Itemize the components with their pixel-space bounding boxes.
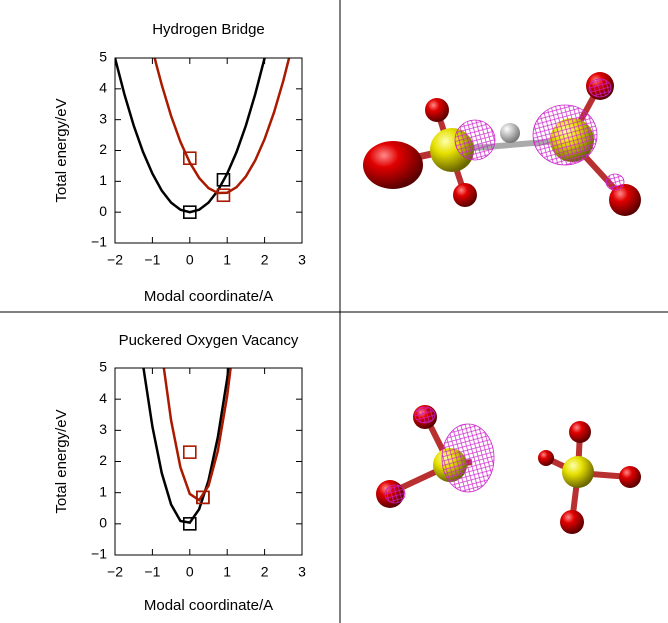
y-axis-label: Total energy/eV	[53, 409, 70, 513]
plot-area	[143, 320, 237, 530]
figure: Hydrogen Bridge Modal coordinate/A Total e…	[0, 0, 668, 623]
plot-area	[115, 44, 293, 218]
marker	[217, 189, 229, 201]
y-tick-label: 2	[99, 141, 107, 157]
chart: Puckered Oxygen Vacancy Modal coordinate/…	[53, 320, 306, 614]
x-tick-label: 1	[223, 564, 231, 580]
x-tick-label: −2	[107, 252, 123, 268]
y-tick-label: 4	[99, 390, 107, 406]
molecule-oxygen-vacancy	[376, 405, 641, 534]
y-tick-label: 5	[99, 49, 107, 65]
x-tick-label: 3	[298, 252, 306, 268]
y-tick-label: −1	[91, 234, 107, 250]
curve	[152, 44, 292, 193]
x-tick-label: 3	[298, 564, 306, 580]
x-axis-label: Modal coordinate/A	[144, 288, 273, 305]
chart-title: Puckered Oxygen Vacancy	[119, 332, 299, 349]
y-tick-label: 2	[99, 452, 107, 468]
x-tick-label: −1	[144, 252, 160, 268]
curve	[143, 351, 231, 522]
y-tick-label: 4	[99, 80, 107, 96]
curve	[115, 58, 265, 212]
x-tick-label: 1	[223, 252, 231, 268]
y-axis-label: Total energy/eV	[53, 98, 70, 202]
y-tick-label: 5	[99, 359, 107, 375]
x-tick-label: 0	[186, 252, 194, 268]
x-tick-label: −2	[107, 564, 123, 580]
y-tick-label: 1	[99, 483, 107, 499]
y-tick-label: 3	[99, 421, 107, 437]
y-tick-label: 0	[99, 203, 107, 219]
chart: Hydrogen Bridge Modal coordinate/A Total e…	[53, 21, 306, 305]
x-tick-label: 2	[261, 564, 269, 580]
plot-frame	[115, 368, 302, 555]
x-tick-label: −1	[144, 564, 160, 580]
y-tick-label: 1	[99, 172, 107, 188]
x-axis-label: Modal coordinate/A	[144, 597, 273, 614]
y-tick-label: −1	[91, 546, 107, 562]
x-tick-label: 2	[261, 252, 269, 268]
chart-title: Hydrogen Bridge	[152, 21, 265, 38]
y-tick-label: 3	[99, 110, 107, 126]
marker	[184, 446, 196, 458]
y-tick-label: 0	[99, 515, 107, 531]
molecule-hydrogen-bridge	[363, 72, 641, 216]
x-tick-label: 0	[186, 564, 194, 580]
